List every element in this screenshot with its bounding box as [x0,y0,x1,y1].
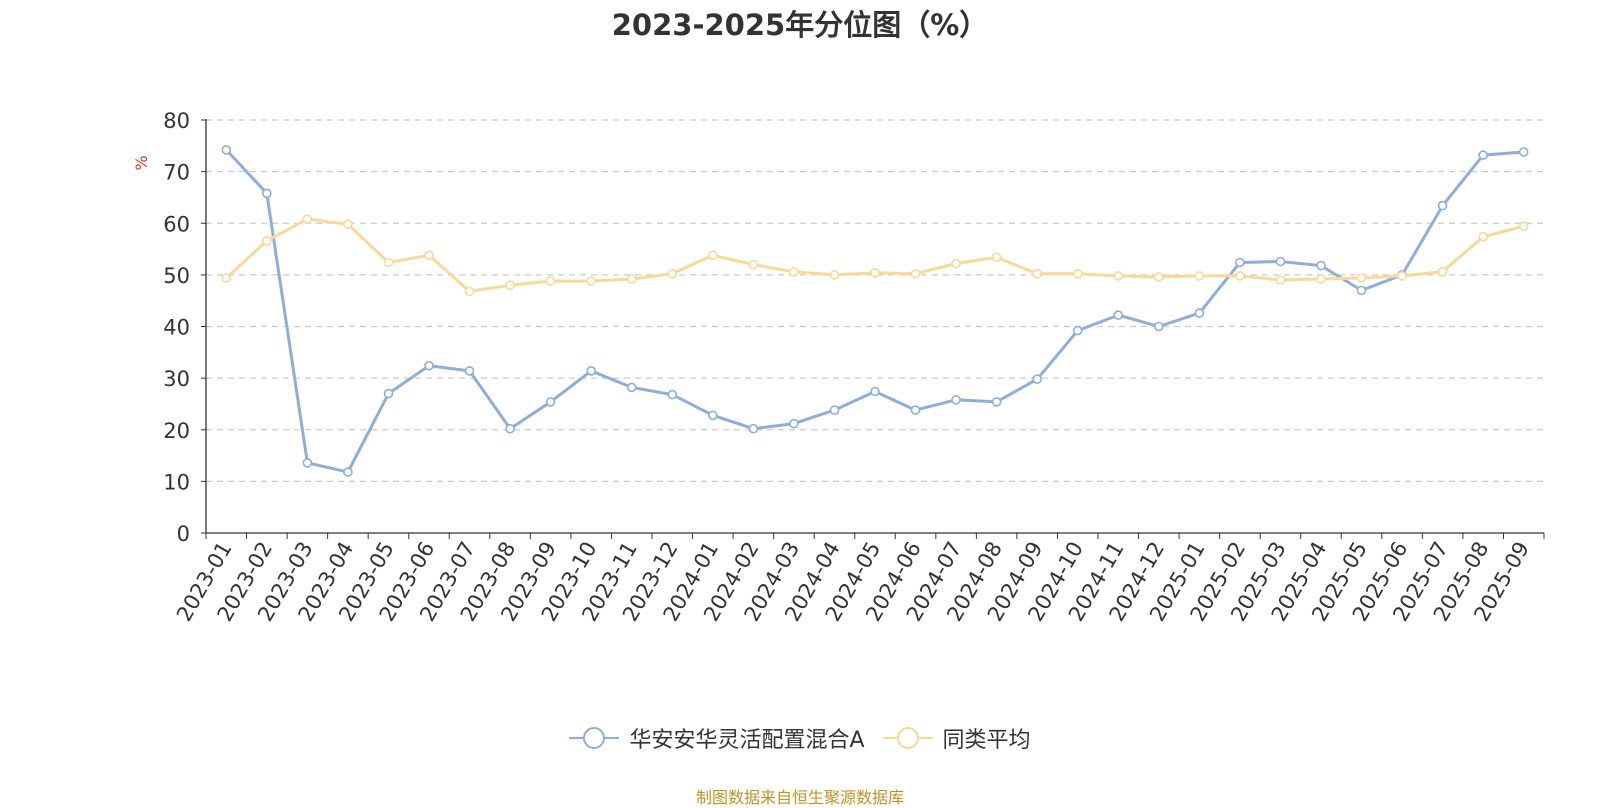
data-point-series-0[interactable] [383,388,394,399]
data-point-series-0[interactable] [1113,310,1124,320]
data-point-series-1[interactable] [870,267,880,278]
data-point-series-1[interactable] [789,266,799,277]
y-tick-label: 60 [163,212,190,236]
y-axis-label: % [132,155,151,170]
data-point-series-1[interactable] [910,268,921,279]
data-point-series-0[interactable] [464,366,475,376]
data-point-series-1[interactable] [505,280,515,291]
legend-label-fund: 华安安华灵活配置混合A [629,728,865,753]
y-tick-label: 0 [177,522,190,546]
data-point-series-1[interactable] [383,257,394,268]
data-point-series-0[interactable] [221,145,232,155]
data-point-series-1[interactable] [1032,268,1042,279]
data-point-series-1[interactable] [1316,274,1326,284]
data-point-series-0[interactable] [302,457,313,468]
legend-item-category-average[interactable]: 同类平均 [882,722,1031,754]
data-point-series-0[interactable] [545,397,556,407]
data-point-series-1[interactable] [1397,271,1407,281]
data-point-series-1[interactable] [991,252,1002,263]
axes: 010203040506070802023-012023-022023-0320… [163,109,1545,625]
data-point-series-1[interactable] [1235,271,1245,281]
data-point-series-1[interactable] [302,214,313,224]
y-tick-label: 10 [163,470,190,494]
data-point-series-0[interactable] [991,397,1002,407]
data-point-series-0[interactable] [586,366,597,376]
data-point-series-1[interactable] [748,259,759,270]
data-point-series-1[interactable] [1072,268,1083,279]
chart-title: 2023-2025年分位图（%） [611,8,989,42]
legend-marker-fund-icon [569,727,620,749]
legend-label-average: 同类平均 [942,728,1031,753]
data-point-series-0[interactable] [1356,285,1367,296]
y-tick-label: 50 [163,264,190,288]
series-line-1 [225,217,1525,293]
y-tick-label: 80 [163,109,190,133]
data-point-series-0[interactable] [1316,260,1326,271]
data-point-series-0[interactable] [1032,374,1042,385]
y-tick-label: 70 [163,161,190,185]
data-point-series-0[interactable] [829,405,840,415]
data-point-series-1[interactable] [545,276,556,286]
data-point-series-1[interactable] [707,250,718,261]
data-point-series-0[interactable] [1437,200,1448,211]
data-point-series-0[interactable] [1275,256,1286,267]
data-point-series-0[interactable] [626,382,637,393]
data-point-series-0[interactable] [1518,147,1529,157]
data-points [221,145,1529,477]
data-point-series-0[interactable] [1235,257,1245,268]
data-point-series-1[interactable] [1275,275,1286,285]
series-lines [225,148,1525,474]
data-point-series-1[interactable] [951,258,961,269]
legend: 华安安华灵活配置混合A 同类平均 [0,722,1600,754]
data-point-series-1[interactable] [1194,271,1205,281]
data-point-series-0[interactable] [910,405,921,415]
data-point-series-1[interactable] [626,274,637,284]
legend-item-fund[interactable]: 华安安华灵活配置混合A [569,722,865,754]
data-point-series-1[interactable] [221,273,232,283]
data-point-series-1[interactable] [261,236,272,246]
source-note: 制图数据来自恒生聚源数据库 [695,788,904,807]
data-point-series-0[interactable] [1154,321,1164,332]
data-point-series-1[interactable] [667,268,678,279]
y-tick-label: 30 [163,367,190,391]
data-point-series-0[interactable] [870,386,880,397]
data-point-series-0[interactable] [707,410,718,421]
legend-marker-average-icon [882,727,933,749]
data-point-series-1[interactable] [1518,221,1529,232]
data-point-series-1[interactable] [1356,273,1367,283]
grid-lines [206,119,1544,483]
data-point-series-0[interactable] [261,188,272,199]
series-line-0 [225,148,1524,474]
data-point-series-1[interactable] [586,276,597,286]
data-point-series-1[interactable] [1154,272,1164,282]
data-point-series-1[interactable] [1113,271,1124,281]
data-point-series-1[interactable] [424,250,434,261]
data-point-series-0[interactable] [951,394,961,405]
data-point-series-1[interactable] [1437,266,1448,277]
data-point-series-1[interactable] [343,219,353,230]
y-tick-label: 40 [163,316,190,340]
data-point-series-0[interactable] [748,423,759,434]
data-point-series-0[interactable] [424,360,434,371]
data-point-series-0[interactable] [667,389,678,400]
data-point-series-0[interactable] [1072,325,1083,336]
data-point-series-1[interactable] [829,270,840,280]
data-point-series-1[interactable] [1478,231,1488,242]
data-point-series-0[interactable] [789,418,799,429]
y-tick-label: 20 [163,419,190,443]
data-point-series-0[interactable] [343,467,353,477]
data-point-series-0[interactable] [505,423,515,434]
data-point-series-0[interactable] [1194,308,1205,318]
data-point-series-1[interactable] [464,286,475,297]
data-point-series-0[interactable] [1478,150,1488,160]
